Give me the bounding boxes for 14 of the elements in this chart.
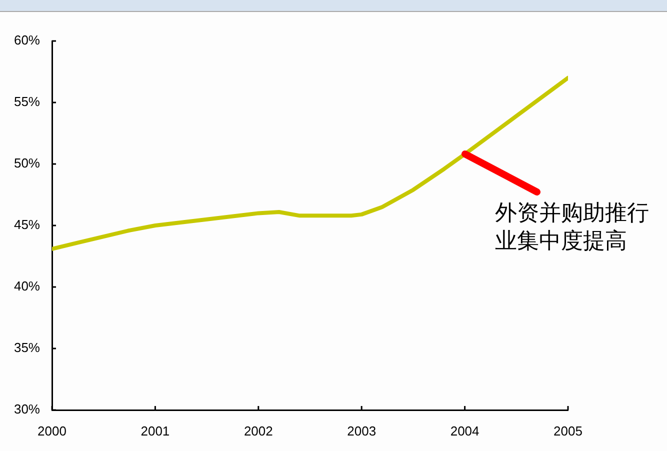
x-tick-label: 2001 [140, 423, 170, 438]
y-tick-label: 50% [14, 156, 40, 171]
annotation: 外资并购助推行业集中度提高 [494, 200, 650, 256]
x-tick-label: 2002 [244, 423, 273, 438]
y-tick-label: 30% [14, 402, 40, 417]
y-tick-label: 40% [14, 278, 40, 294]
y-tick-label: 60% [14, 32, 40, 48]
x-tick-label: 2003 [347, 423, 376, 438]
x-tick-label: 2000 [38, 423, 66, 438]
x-tick-label: 2004 [450, 423, 480, 438]
y-tick-label: 45% [14, 217, 40, 232]
x-tick-label: 2005 [554, 423, 582, 438]
y-tick-label: 55% [14, 94, 40, 110]
y-tick-label: 35% [14, 340, 40, 356]
